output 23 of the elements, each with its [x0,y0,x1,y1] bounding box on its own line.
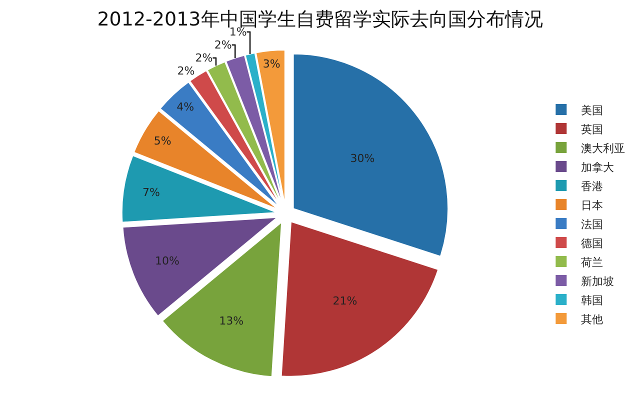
data-label: 5% [154,134,172,148]
legend-label: 澳大利亚 [581,142,626,155]
data-label: 2% [195,51,213,64]
legend-label: 韩国 [581,294,604,307]
legend-label: 香港 [581,180,604,193]
legend-label: 德国 [581,236,604,250]
data-label: 13% [219,314,244,328]
legend-label: 美国 [581,104,604,117]
legend-label: 加拿大 [581,160,614,174]
data-label: 21% [332,294,358,308]
legend-label: 日本 [581,198,604,212]
legend-label: 法国 [581,218,604,231]
legend-label: 新加坡 [581,274,614,288]
data-label: 4% [176,100,194,114]
data-label: 30% [350,152,375,165]
legend-label: 其他 [581,312,604,326]
legend-label: 荷兰 [581,256,604,269]
data-label: 10% [155,254,180,268]
legend-label: 英国 [581,122,604,136]
data-label: 7% [142,186,160,200]
data-label: 2% [177,64,195,78]
data-label: 3% [262,57,280,70]
data-label: 2% [214,38,232,52]
